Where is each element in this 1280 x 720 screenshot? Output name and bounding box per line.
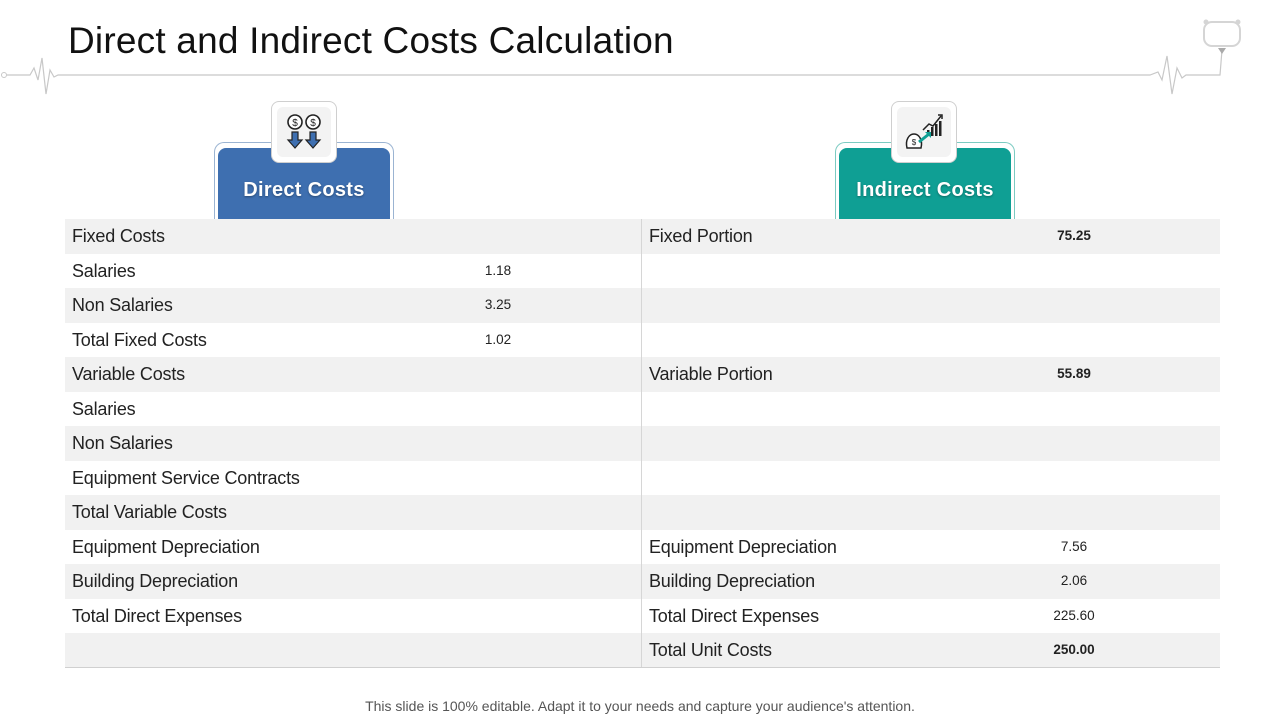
indirect-label: Equipment Depreciation <box>649 536 837 557</box>
table-row: Non Salaries 3.25 <box>65 288 1220 323</box>
indirect-value: 7.56 <box>1060 538 1088 554</box>
indirect-costs-icon-box: $ <box>891 101 957 163</box>
direct-costs-icon-box: $ $ <box>271 101 337 163</box>
table-row: Total Direct Expenses Total Direct Expens… <box>65 598 1220 634</box>
direct-cell: Total Fixed Costs 1.02 <box>65 322 642 357</box>
indirect-cell <box>642 426 1220 461</box>
page-title: Direct and Indirect Costs Calculation <box>68 20 674 61</box>
direct-cell: Non Salaries 3.25 <box>65 288 642 323</box>
direct-label: Fixed Costs <box>72 226 165 246</box>
direct-cell: Fixed Costs <box>65 219 642 254</box>
table-row: Variable Costs Variable Portion 55.89 <box>65 357 1220 392</box>
direct-cell: Non Salaries <box>65 426 642 461</box>
svg-text:$: $ <box>310 118 316 129</box>
stethoscope-icon <box>1203 19 1241 54</box>
direct-cell: Equipment Service Contracts <box>65 460 642 495</box>
direct-label: Equipment Service Contracts <box>72 467 300 488</box>
indirect-cell: Total Direct Expenses 225.60 <box>642 599 1220 634</box>
indirect-cell: Total Unit Costs 250.00 <box>642 633 1220 667</box>
direct-label: Building Depreciation <box>72 571 238 591</box>
direct-cell: Total Variable Costs <box>65 495 642 530</box>
direct-label: Non Salaries <box>72 433 173 453</box>
footer-note: This slide is 100% editable. Adapt it to… <box>365 698 915 714</box>
indirect-cell <box>642 323 1220 358</box>
direct-cell: Salaries 1.18 <box>65 253 642 288</box>
indirect-value: 225.60 <box>1053 607 1095 623</box>
dollar-coins-down-arrows-icon: $ $ <box>286 114 322 149</box>
table-row: Fixed Costs Fixed Portion 75.25 <box>65 219 1220 254</box>
table-row: Total Fixed Costs 1.02 <box>65 322 1220 358</box>
indirect-value: 55.89 <box>1057 366 1091 381</box>
svg-text:$: $ <box>292 118 298 129</box>
indirect-cell: Variable Portion 55.89 <box>642 357 1220 392</box>
direct-label: Equipment Depreciation <box>72 536 260 557</box>
indirect-cell <box>642 392 1220 427</box>
indirect-costs-title: Indirect Costs <box>856 178 994 201</box>
direct-value: 1.02 <box>484 331 512 347</box>
indirect-value: 250.00 <box>1053 642 1095 657</box>
table-row: Equipment Service Contracts <box>65 460 1220 496</box>
table-row: Non Salaries <box>65 426 1220 461</box>
direct-cell: Equipment Depreciation <box>65 529 642 564</box>
indirect-label: Variable Portion <box>649 364 773 384</box>
money-bag-growth-chart-icon: $ <box>905 114 943 149</box>
direct-value: 3.25 <box>484 297 512 312</box>
direct-label: Salaries <box>72 398 136 419</box>
indirect-label: Fixed Portion <box>649 226 753 246</box>
indirect-cell <box>642 495 1220 530</box>
indirect-label: Total Direct Expenses <box>649 605 819 626</box>
indirect-cell: Fixed Portion 75.25 <box>642 219 1220 254</box>
indirect-value: 2.06 <box>1060 573 1088 588</box>
direct-cell <box>65 633 642 667</box>
table-row: Building Depreciation Building Depreciati… <box>65 564 1220 599</box>
indirect-cell: Building Depreciation 2.06 <box>642 564 1220 599</box>
direct-label: Variable Costs <box>72 364 185 384</box>
indirect-cell <box>642 288 1220 323</box>
direct-cell: Building Depreciation <box>65 564 642 599</box>
direct-label: Salaries <box>72 260 136 281</box>
indirect-value: 75.25 <box>1057 228 1091 243</box>
direct-cell: Salaries <box>65 391 642 426</box>
indirect-cell <box>642 254 1220 289</box>
direct-label: Total Direct Expenses <box>72 605 242 626</box>
svg-text:$: $ <box>912 138 917 147</box>
indirect-label: Total Unit Costs <box>649 640 772 660</box>
table-row: Total Unit Costs 250.00 <box>65 633 1220 668</box>
indirect-label: Building Depreciation <box>649 571 815 591</box>
cost-table: Fixed Costs Fixed Portion 75.25 Salaries 1.1… <box>65 219 1220 668</box>
indirect-cell: Equipment Depreciation 7.56 <box>642 530 1220 565</box>
indirect-costs-header: Indirect Costs <box>835 142 1015 220</box>
ecg-line-decoration <box>1 50 1223 95</box>
table-row: Total Variable Costs <box>65 495 1220 530</box>
table-row: Salaries <box>65 391 1220 427</box>
direct-cell: Total Direct Expenses <box>65 598 642 633</box>
direct-costs-title: Direct Costs <box>243 178 365 201</box>
direct-value: 1.18 <box>484 262 512 278</box>
indirect-cell <box>642 461 1220 496</box>
direct-cell: Variable Costs <box>65 357 642 392</box>
table-row: Equipment Depreciation Equipment Deprecia… <box>65 529 1220 565</box>
direct-label: Total Variable Costs <box>72 502 227 522</box>
table-row: Salaries 1.18 <box>65 253 1220 289</box>
direct-label: Non Salaries <box>72 295 173 315</box>
direct-label: Total Fixed Costs <box>72 329 207 350</box>
